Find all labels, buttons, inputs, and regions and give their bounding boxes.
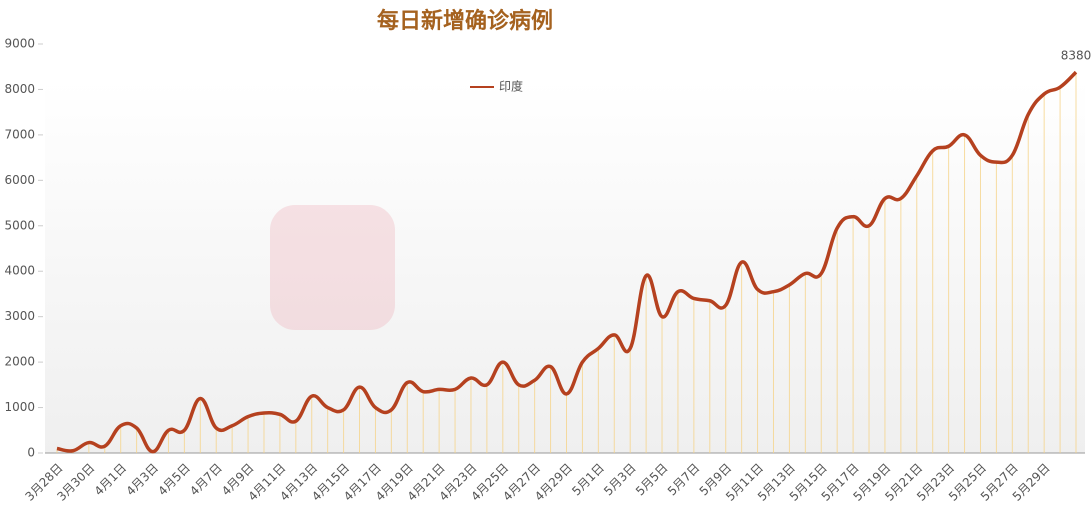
y-tick-label: 6000 — [4, 173, 35, 187]
y-tick-label: 0 — [27, 446, 35, 460]
x-tick-label: 4月7日 — [187, 461, 225, 499]
watermark-logo — [270, 205, 395, 330]
y-tick-label: 1000 — [4, 400, 35, 414]
plot-background — [45, 80, 1085, 453]
x-tick-label: 4月1日 — [92, 461, 130, 499]
line — [56, 70, 1078, 454]
x-tick-label: 5月7日 — [665, 461, 703, 499]
y-tick-label: 2000 — [4, 355, 35, 369]
data-label: 8380 — [1061, 49, 1092, 63]
y-tick-label: 9000 — [4, 37, 35, 51]
x-tick-label: 5月1日 — [569, 461, 607, 499]
legend-label: 印度 — [499, 79, 523, 94]
x-tick-label: 5月3日 — [601, 461, 639, 499]
y-tick-label: 5000 — [4, 218, 35, 232]
y-tick-label: 8000 — [4, 82, 35, 96]
y-tick-label: 3000 — [4, 309, 35, 323]
x-tick-label: 4月5日 — [155, 461, 193, 499]
y-tick-label: 4000 — [4, 264, 35, 278]
x-tick-label: 5月5日 — [633, 461, 671, 499]
y-tick-label: 7000 — [4, 127, 35, 141]
chart-title: 每日新增确诊病例 — [377, 8, 553, 34]
x-tick-label: 4月3日 — [123, 461, 161, 499]
